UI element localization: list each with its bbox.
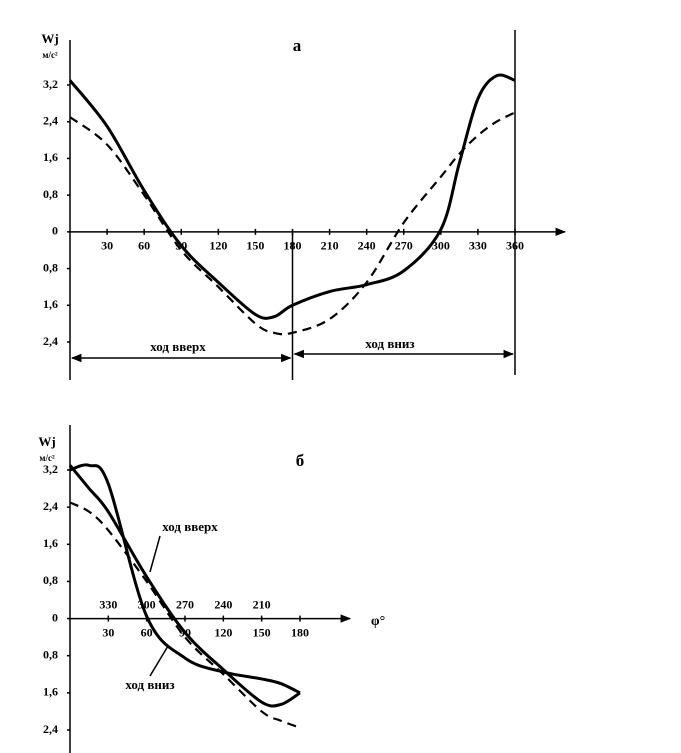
y-tick-label: 1,6 (43, 297, 58, 311)
y-axis-label: Wj (38, 434, 55, 449)
y-tick-label: 2,4 (43, 499, 58, 513)
x-tick-label: 210 (321, 239, 339, 253)
x-axis-label: φ° (371, 614, 385, 629)
y-tick-label: 2,4 (43, 722, 58, 736)
x2-tick-label: 330 (99, 597, 117, 611)
line-series (68, 73, 516, 320)
x2-tick-label: 270 (176, 597, 194, 611)
y-tick-label: 0,8 (43, 187, 58, 201)
y-tick-label: 0 (52, 224, 58, 238)
y-tick-label: 0,8 (43, 647, 58, 661)
line-series (69, 501, 301, 729)
x-tick-label: 150 (253, 625, 271, 639)
line-series (69, 111, 516, 336)
x-tick-label: 270 (395, 239, 413, 253)
leader-line (149, 645, 169, 677)
annotation: ход вверх (150, 339, 206, 354)
y-axis-unit: м/с² (42, 50, 58, 60)
y-tick-label: 1,6 (43, 536, 58, 550)
x-tick-label: 150 (246, 239, 264, 253)
x-tick-label: 300 (432, 239, 450, 253)
y-axis-unit: м/с² (39, 453, 55, 463)
annotation: ход вниз (365, 336, 414, 351)
y-tick-label: 0,8 (43, 573, 58, 587)
y-axis-label: Wj (41, 31, 58, 46)
x-tick-label: 30 (101, 239, 113, 253)
annotation: ход вниз (125, 677, 174, 692)
leader-line (149, 535, 161, 573)
line-series (68, 464, 301, 708)
x-tick-label: 120 (214, 625, 232, 639)
x-tick-label: 120 (209, 239, 227, 253)
x-tick-label: 30 (102, 625, 114, 639)
x-tick-label: 330 (469, 239, 487, 253)
x-tick-label: 60 (138, 239, 150, 253)
x-tick-label: 180 (291, 625, 309, 639)
chart-title: б (296, 451, 305, 470)
annotation: ход вверх (162, 519, 218, 534)
y-tick-label: 3,2 (43, 462, 58, 476)
y-tick-label: 2,4 (43, 113, 58, 127)
y-tick-label: 1,6 (43, 150, 58, 164)
y-tick-label: 3,2 (43, 77, 58, 91)
x2-tick-label: 210 (253, 597, 271, 611)
line-series (69, 463, 301, 695)
chart-title: а (293, 36, 302, 55)
y-tick-label: 0,8 (43, 260, 58, 274)
x2-tick-label: 240 (214, 597, 232, 611)
y-tick-label: 2,4 (43, 334, 58, 348)
x-tick-label: 60 (141, 625, 153, 639)
x-tick-label: 240 (358, 239, 376, 253)
y-tick-label: 1,6 (43, 685, 58, 699)
y-tick-label: 0 (52, 610, 58, 624)
